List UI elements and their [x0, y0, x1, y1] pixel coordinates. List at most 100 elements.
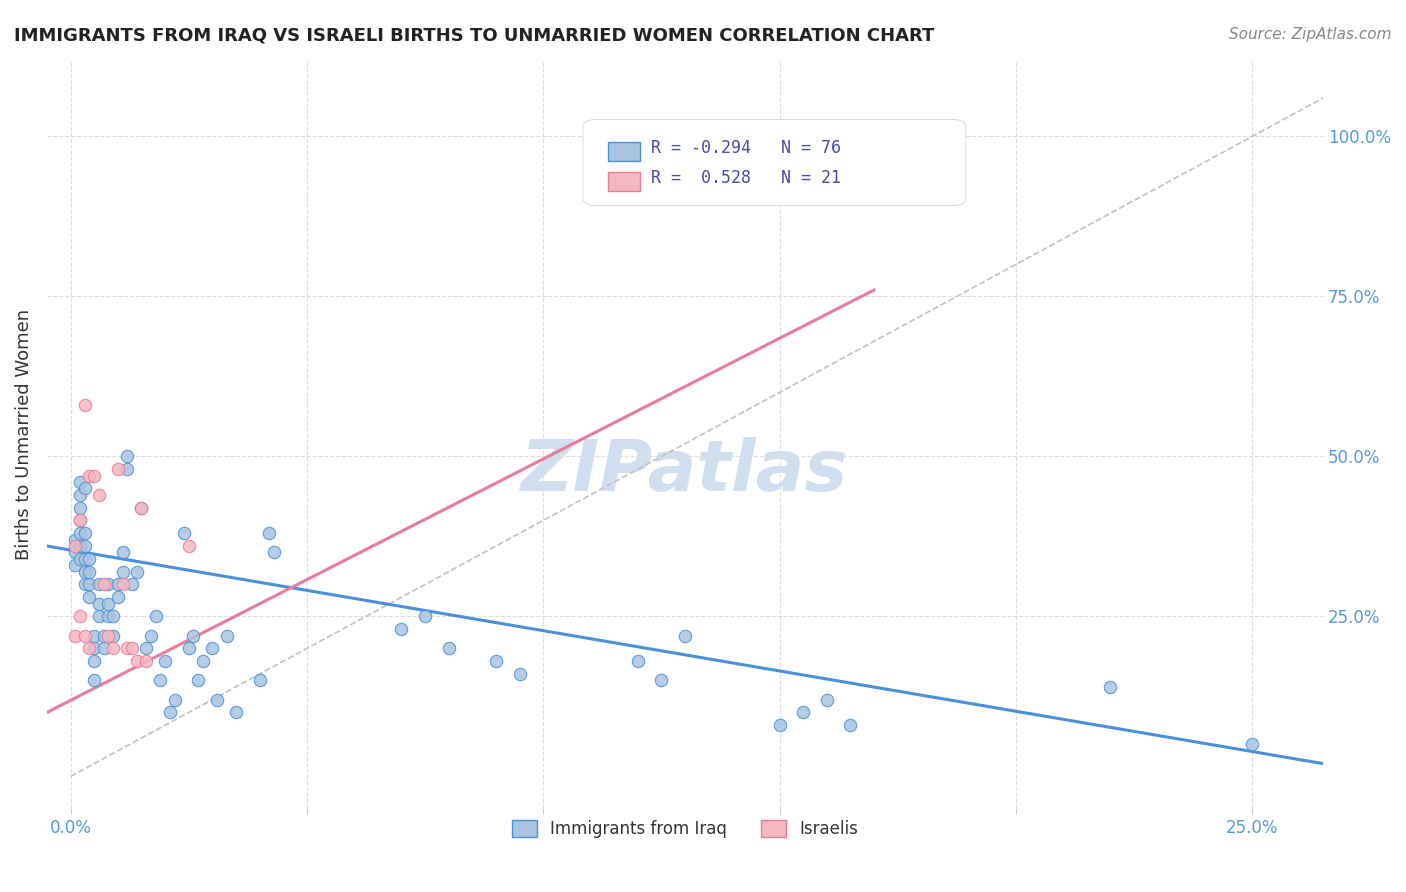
- Point: [792, 706, 814, 720]
- Point: [263, 545, 285, 559]
- Point: [111, 577, 134, 591]
- Point: [153, 654, 176, 668]
- Point: [97, 597, 120, 611]
- FancyBboxPatch shape: [609, 172, 640, 191]
- Point: [215, 629, 238, 643]
- Legend: Immigrants from Iraq, Israelis: Immigrants from Iraq, Israelis: [506, 814, 865, 845]
- Point: [125, 654, 148, 668]
- Point: [135, 641, 157, 656]
- Text: Source: ZipAtlas.com: Source: ZipAtlas.com: [1229, 27, 1392, 42]
- Point: [69, 609, 91, 624]
- Point: [145, 609, 167, 624]
- Point: [73, 398, 96, 412]
- Point: [111, 545, 134, 559]
- Point: [121, 577, 143, 591]
- Point: [389, 622, 412, 636]
- Y-axis label: Births to Unmarried Women: Births to Unmarried Women: [15, 309, 32, 559]
- Text: R =  0.528   N = 21: R = 0.528 N = 21: [651, 169, 841, 187]
- Point: [69, 551, 91, 566]
- Point: [1099, 680, 1122, 694]
- Point: [768, 718, 790, 732]
- Point: [183, 629, 205, 643]
- Point: [815, 692, 838, 706]
- Point: [131, 500, 153, 515]
- Point: [69, 513, 91, 527]
- Text: IMMIGRANTS FROM IRAQ VS ISRAELI BIRTHS TO UNMARRIED WOMEN CORRELATION CHART: IMMIGRANTS FROM IRAQ VS ISRAELI BIRTHS T…: [14, 27, 935, 45]
- Point: [87, 488, 110, 502]
- Point: [111, 565, 134, 579]
- Point: [139, 629, 162, 643]
- Point: [205, 692, 228, 706]
- Point: [107, 591, 129, 605]
- Point: [69, 488, 91, 502]
- Point: [437, 641, 460, 656]
- Point: [117, 450, 139, 464]
- Point: [65, 533, 87, 547]
- Point: [83, 673, 105, 688]
- Point: [65, 629, 87, 643]
- Point: [69, 539, 91, 553]
- Point: [201, 641, 224, 656]
- Point: [101, 641, 124, 656]
- Point: [69, 475, 91, 489]
- Point: [87, 577, 110, 591]
- Point: [125, 565, 148, 579]
- Point: [83, 468, 105, 483]
- Point: [187, 673, 209, 688]
- Point: [73, 482, 96, 496]
- Point: [79, 565, 101, 579]
- Point: [627, 654, 650, 668]
- Point: [173, 526, 195, 541]
- Point: [509, 667, 531, 681]
- Point: [73, 577, 96, 591]
- Point: [87, 609, 110, 624]
- Point: [93, 577, 115, 591]
- Point: [117, 641, 139, 656]
- Point: [79, 551, 101, 566]
- Point: [107, 462, 129, 476]
- Point: [97, 629, 120, 643]
- Point: [413, 609, 436, 624]
- Point: [650, 673, 672, 688]
- Point: [101, 609, 124, 624]
- Point: [1241, 738, 1264, 752]
- Point: [93, 629, 115, 643]
- Point: [73, 551, 96, 566]
- Point: [69, 526, 91, 541]
- Point: [83, 641, 105, 656]
- Point: [79, 591, 101, 605]
- Point: [93, 641, 115, 656]
- Point: [83, 629, 105, 643]
- Point: [73, 565, 96, 579]
- Point: [131, 500, 153, 515]
- Point: [69, 513, 91, 527]
- Point: [177, 539, 200, 553]
- FancyBboxPatch shape: [583, 120, 966, 206]
- Point: [79, 641, 101, 656]
- Point: [101, 629, 124, 643]
- Point: [87, 597, 110, 611]
- Text: ZIPatlas: ZIPatlas: [522, 437, 849, 506]
- Point: [97, 577, 120, 591]
- Point: [149, 673, 172, 688]
- Text: R = -0.294   N = 76: R = -0.294 N = 76: [651, 139, 841, 157]
- Point: [65, 539, 87, 553]
- Point: [97, 609, 120, 624]
- FancyBboxPatch shape: [609, 142, 640, 161]
- Point: [117, 462, 139, 476]
- Point: [257, 526, 280, 541]
- Point: [177, 641, 200, 656]
- Point: [485, 654, 508, 668]
- Point: [73, 629, 96, 643]
- Point: [65, 558, 87, 573]
- Point: [79, 577, 101, 591]
- Point: [159, 706, 181, 720]
- Point: [225, 706, 247, 720]
- Point: [83, 654, 105, 668]
- Point: [121, 641, 143, 656]
- Point: [191, 654, 214, 668]
- Point: [163, 692, 186, 706]
- Point: [65, 545, 87, 559]
- Point: [107, 577, 129, 591]
- Point: [73, 539, 96, 553]
